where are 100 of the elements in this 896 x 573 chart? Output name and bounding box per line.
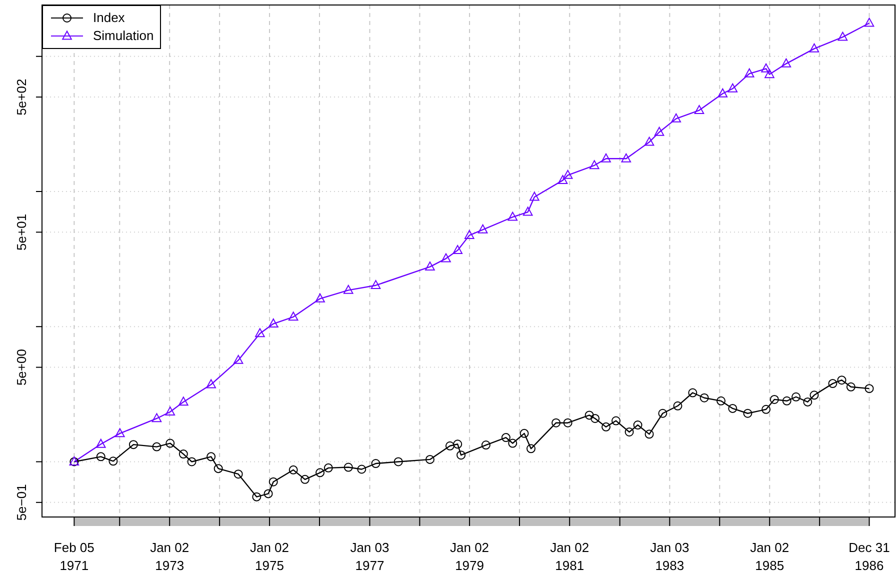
y-tick-label: 5e+00	[14, 349, 29, 386]
point	[624, 428, 634, 436]
point	[612, 416, 621, 426]
x-tick-label: Jan 03 1977	[350, 540, 390, 573]
point	[837, 376, 846, 385]
point	[233, 354, 244, 364]
point	[288, 465, 298, 474]
point	[563, 418, 572, 428]
point	[96, 438, 106, 448]
point	[700, 393, 709, 402]
point	[394, 457, 403, 466]
point	[425, 262, 435, 271]
point	[453, 440, 462, 449]
point	[252, 492, 262, 502]
point	[601, 153, 611, 162]
point	[370, 280, 381, 290]
point	[526, 444, 536, 454]
point	[838, 32, 848, 41]
point	[764, 69, 774, 78]
point	[552, 418, 561, 428]
x-tick-label: Jan 02 1973	[150, 540, 190, 573]
point	[809, 43, 820, 52]
point	[770, 394, 779, 404]
point	[214, 464, 223, 474]
point	[315, 293, 325, 302]
point	[782, 396, 792, 406]
point	[268, 318, 278, 328]
point	[206, 379, 216, 388]
point	[114, 428, 125, 438]
x-tick-label: Dec 31 1986	[848, 540, 890, 573]
point	[508, 438, 518, 448]
point	[694, 104, 704, 114]
point	[371, 459, 380, 468]
point	[728, 404, 738, 413]
point	[644, 430, 654, 439]
point	[128, 440, 138, 450]
point	[343, 284, 354, 294]
point	[792, 392, 801, 402]
point	[288, 312, 298, 321]
point	[654, 126, 664, 136]
point	[633, 420, 642, 430]
legend-label: Index	[93, 9, 125, 27]
point	[658, 408, 668, 418]
point	[762, 404, 771, 414]
point	[324, 463, 333, 472]
point	[673, 401, 682, 410]
x-tick-label: Jan 02 1975	[250, 540, 290, 573]
point	[464, 230, 474, 240]
point	[562, 170, 573, 179]
point	[152, 442, 162, 452]
point	[864, 18, 874, 27]
point	[452, 245, 463, 254]
y-tick-label: 5e+01	[14, 214, 29, 250]
point	[152, 413, 162, 422]
point	[584, 410, 594, 420]
point	[166, 438, 175, 448]
point	[864, 384, 874, 394]
point	[456, 450, 466, 460]
point	[264, 489, 273, 498]
point	[671, 113, 682, 122]
y-tick-label: 5e−01	[14, 484, 29, 521]
point	[716, 396, 726, 406]
point	[178, 396, 188, 406]
point	[108, 456, 118, 466]
point	[316, 468, 325, 478]
point	[478, 224, 488, 234]
point	[300, 474, 310, 484]
point	[743, 408, 752, 418]
point	[445, 441, 454, 450]
point	[846, 382, 856, 392]
point	[425, 454, 434, 464]
point	[761, 63, 771, 72]
point	[828, 379, 838, 388]
point	[718, 88, 728, 98]
point	[520, 428, 529, 438]
x-tick-label: Jan 02 1979	[450, 540, 490, 573]
point	[558, 175, 568, 184]
point	[165, 406, 176, 416]
point	[481, 440, 490, 450]
point	[255, 328, 265, 338]
point	[590, 414, 600, 423]
x-tick-label: Jan 02 1985	[750, 540, 790, 573]
point	[206, 452, 216, 462]
point	[810, 390, 819, 400]
point	[501, 433, 510, 442]
point	[589, 160, 600, 170]
point	[530, 192, 540, 201]
legend-label: Simulation	[93, 27, 154, 45]
point	[644, 136, 654, 146]
x-tick-label: Feb 05 1971	[54, 540, 94, 573]
point	[234, 470, 243, 479]
point	[621, 153, 632, 162]
point	[744, 68, 754, 78]
x-tick-label: Jan 03 1983	[650, 540, 690, 573]
point	[441, 253, 451, 262]
point	[178, 450, 188, 459]
point	[344, 462, 353, 472]
point	[602, 422, 611, 432]
point	[522, 206, 533, 216]
point	[688, 388, 698, 398]
